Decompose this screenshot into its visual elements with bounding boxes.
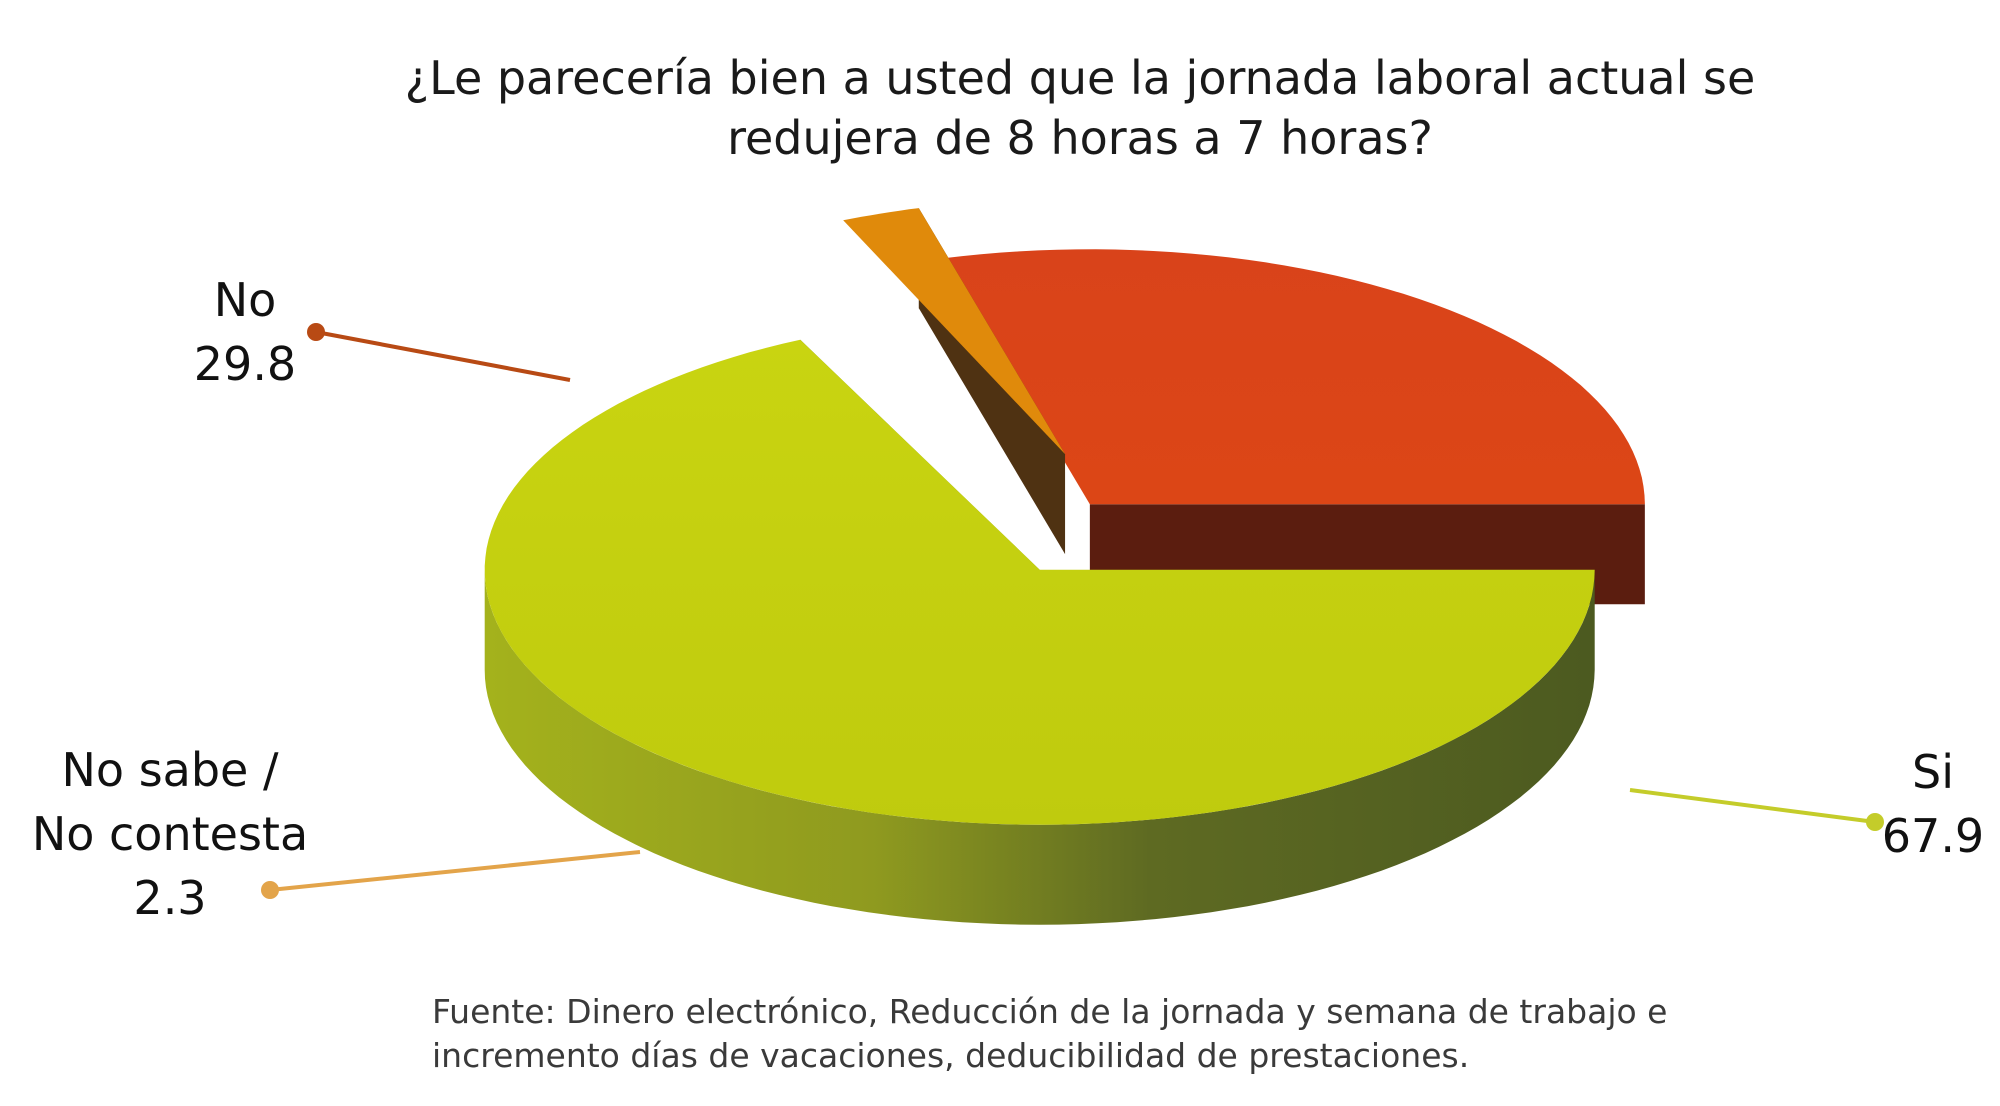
label-si: Si 67.9 [1868,740,1998,868]
label-no-contesta-value: 2.3 [133,871,207,925]
source-note: Fuente: Dinero electrónico, Reducción de… [432,990,1832,1078]
slice-no-top [943,249,1645,505]
label-no: No 29.8 [175,268,315,396]
leader-no-contesta-dot [261,881,279,899]
label-si-value: 67.9 [1881,809,1985,863]
label-si-name: Si [1912,745,1954,799]
chart-title: ¿Le parecería bien a usted que la jornad… [300,48,1860,168]
slice-si-side [484,569,1595,925]
source-line-2: incremento días de vacaciones, deducibil… [432,1036,1470,1075]
label-no-value: 29.8 [193,337,297,391]
label-no-contesta: No sabe / No contesta 2.3 [20,738,320,930]
leader-si-line [1629,788,1876,824]
label-no-contesta-name-1: No sabe / [61,743,279,797]
label-no-name: No [213,273,277,327]
leader-no-contesta-line [269,850,641,892]
label-no-contesta-name-2: No contesta [31,807,309,861]
chart-title-line-2: redujera de 8 horas a 7 horas? [727,111,1433,165]
leader-no-dot [307,323,325,341]
chart-title-line-1: ¿Le parecería bien a usted que la jornad… [404,51,1756,105]
leader-si-dot [1866,813,1884,831]
slice-no-contesta-top [843,208,1066,455]
leader-no-line [315,330,571,382]
source-line-1: Fuente: Dinero electrónico, Reducción de… [432,992,1668,1031]
slice-si-top [484,339,1595,825]
